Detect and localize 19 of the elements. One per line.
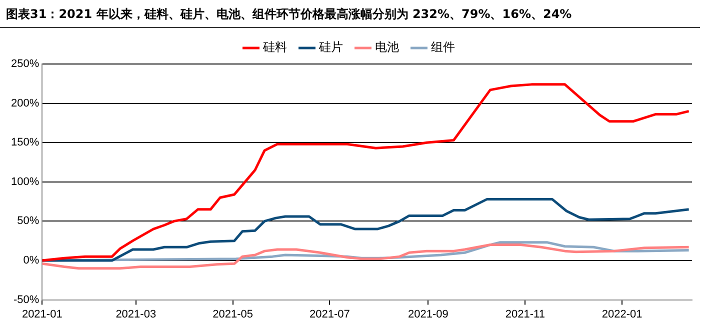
y-tick-label: 100% (10, 176, 40, 188)
legend-label: 电池 (375, 40, 399, 54)
y-tick-label: 50% (17, 215, 40, 228)
x-tick-label: 2021-07 (310, 308, 350, 320)
legend-label: 硅片 (318, 40, 343, 54)
x-tick-label: 2022-01 (602, 308, 642, 320)
y-tick-label: 150% (10, 136, 40, 149)
x-tick-label: 2021-01 (22, 308, 62, 320)
y-tick-label: -50% (13, 294, 40, 306)
y-tick-label: 200% (10, 97, 40, 110)
x-tick-label: 2021-05 (212, 308, 253, 320)
y-tick-label: 0% (23, 254, 40, 267)
legend-label: 组件 (431, 40, 455, 54)
legend-label: 硅料 (262, 40, 287, 54)
y-tick-label: 250% (10, 58, 40, 70)
x-tick-label: 2021-11 (505, 308, 545, 320)
x-tick-label: 2021-03 (116, 308, 156, 320)
chart-title: 图表31：2021 年以来，硅料、硅片、电池、组件环节价格最高涨幅分别为 232%、79%、16%、24% (0, 0, 700, 28)
x-tick-label: 2021-09 (408, 308, 448, 320)
